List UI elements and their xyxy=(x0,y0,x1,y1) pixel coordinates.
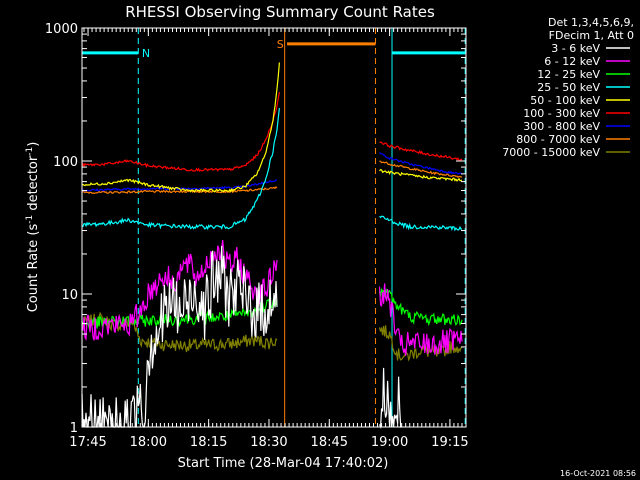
series-layer xyxy=(81,62,463,429)
series-line-5-seg-0 xyxy=(81,91,280,173)
legend-header-line-2: FDecim 1, Att 0 xyxy=(549,29,634,42)
chart-title: RHESSI Observing Summary Count Rates xyxy=(125,3,435,21)
saa-markers: S xyxy=(277,28,377,427)
series-line-7-seg-1 xyxy=(379,160,463,179)
series-line-3-seg-1 xyxy=(379,215,463,232)
series-line-2-seg-0 xyxy=(81,298,278,330)
plot-frame xyxy=(81,27,467,428)
series-line-6-seg-1 xyxy=(379,152,463,175)
legend-label-8: 7000 - 15000 keV xyxy=(502,146,600,159)
x-tick-label-1: 18:00 xyxy=(130,435,167,450)
series-line-1-seg-1 xyxy=(378,283,463,356)
series-line-7-seg-0 xyxy=(82,186,278,195)
legend-label-1: 6 - 12 keV xyxy=(544,55,600,68)
x-tick-label-2: 18:15 xyxy=(190,435,227,450)
x-tick-label-4: 18:45 xyxy=(311,435,348,450)
y-tick-label-1: 10 xyxy=(61,288,78,303)
series-line-4-seg-0 xyxy=(81,62,280,193)
legend-header-line-1: Det 1,3,4,5,6,9, xyxy=(548,16,634,29)
legend: Det 1,3,4,5,6,9, FDecim 1, Att 0 3 - 6 k… xyxy=(502,16,634,159)
x-tick-label-3: 18:30 xyxy=(250,435,287,450)
legend-label-2: 12 - 25 keV xyxy=(537,68,600,81)
legend-label-3: 25 - 50 keV xyxy=(537,81,600,94)
legend-label-0: 3 - 6 keV xyxy=(551,42,600,55)
series-line-3-seg-0 xyxy=(81,108,280,231)
legend-label-6: 300 - 800 keV xyxy=(523,120,600,133)
series-line-5-seg-1 xyxy=(379,141,463,162)
y-tick-label-3: 1000 xyxy=(45,22,78,37)
legend-label-5: 100 - 300 keV xyxy=(523,107,600,120)
legend-label-4: 50 - 100 keV xyxy=(530,94,600,107)
y-tick-label-2: 100 xyxy=(53,155,78,170)
x-tick-label-0: 17:45 xyxy=(69,435,106,450)
y-tick-label-0: 1 xyxy=(70,421,78,436)
night-label: N xyxy=(142,47,150,60)
x-tick-label-6: 19:15 xyxy=(431,435,468,450)
axes: 17:45 18:00 18:15 18:30 18:45 19:00 19:15 1 10 10… xyxy=(45,22,469,450)
timestamp: 16-Oct-2021 08:56 xyxy=(560,469,636,478)
y-axis-label: Count Rate (s-1 detector-1) xyxy=(25,142,41,313)
x-tick-label-5: 19:00 xyxy=(371,435,408,450)
series-line-2-seg-1 xyxy=(378,288,463,327)
series-line-0-seg-1 xyxy=(378,367,402,429)
legend-label-7: 800 - 7000 keV xyxy=(516,133,600,146)
night-markers: N xyxy=(82,28,466,427)
saa-label: S xyxy=(277,38,284,51)
series-line-4-seg-1 xyxy=(379,168,463,182)
x-axis-label: Start Time (28-Mar-04 17:40:02) xyxy=(178,456,389,471)
